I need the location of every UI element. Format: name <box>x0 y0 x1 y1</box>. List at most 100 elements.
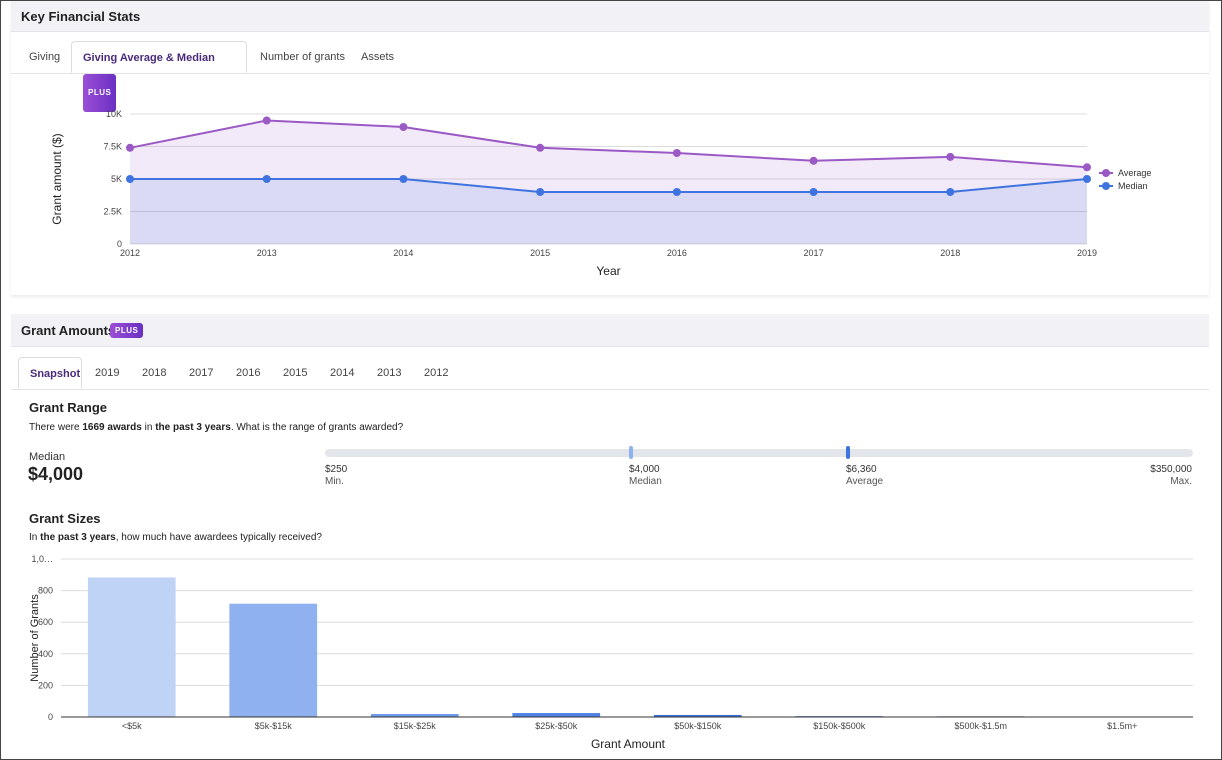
tab[interactable]: 2019 <box>95 367 120 379</box>
x-tick-label: $500k-$1.5m <box>954 721 1007 731</box>
point <box>399 123 408 131</box>
point <box>536 143 545 152</box>
y-axis-title: Number of Grants <box>29 594 41 682</box>
x-tick-label: 2013 <box>257 248 277 258</box>
tab[interactable]: Number of grants <box>260 51 345 63</box>
line <box>130 178 1088 193</box>
legend-swatch <box>1102 182 1110 190</box>
point <box>126 175 134 183</box>
heading: Grant Range <box>29 400 108 415</box>
y-tick-label: 1,0… <box>31 554 53 564</box>
x-tick-label: $5k-$15k <box>255 721 293 731</box>
point <box>536 188 545 196</box>
x-axis-title: Grant Amount <box>591 737 666 751</box>
sentence: In the past 3 years, how much have award… <box>29 532 322 543</box>
y-tick-label: 10K <box>106 109 122 119</box>
legend-label: Median <box>1118 181 1148 191</box>
text: 1669 awards <box>82 422 142 433</box>
tab-active[interactable]: Giving Average & Median PLUS <box>71 41 247 112</box>
x-tick-label: <$5k <box>122 721 142 731</box>
plus-badge: PLUS <box>83 74 117 112</box>
y-tick-label: 800 <box>38 586 53 596</box>
plus-badge: PLUS <box>110 323 144 338</box>
x-tick-label: 2015 <box>530 248 550 258</box>
range-stop: $350,000 Max. <box>1150 464 1192 488</box>
x-tick-label: $15k-$25k <box>394 721 437 731</box>
y-tick-label: 7.5K <box>103 142 122 152</box>
bar <box>229 603 318 717</box>
text: the past 3 years <box>40 532 116 543</box>
x-tick-label: 2017 <box>804 248 824 258</box>
tab[interactable]: 2016 <box>236 367 261 379</box>
tab[interactable]: 2014 <box>330 367 355 379</box>
section-title: Key Financial Stats <box>21 9 141 24</box>
y-tick-label: 5K <box>111 174 122 184</box>
average-marker <box>846 446 850 459</box>
median-marker <box>629 446 633 459</box>
bar <box>512 713 601 717</box>
y-tick-label: 200 <box>38 680 53 690</box>
point <box>126 143 134 152</box>
x-tick-label: 2012 <box>120 248 140 258</box>
section-header: Grant Amounts PLUS <box>11 314 1209 347</box>
y-tick-label: 0 <box>48 712 53 722</box>
point <box>262 116 271 125</box>
x-axis-title: Year <box>596 264 620 278</box>
text: There were <box>29 422 83 433</box>
text: In <box>29 532 41 543</box>
stop-label: Average <box>846 476 884 487</box>
point <box>809 188 818 196</box>
point <box>399 175 408 183</box>
bar <box>653 714 742 717</box>
legend-swatch <box>1102 169 1110 177</box>
range-stop: $250 Min. <box>325 464 347 488</box>
bar <box>87 577 176 717</box>
bar <box>370 713 459 717</box>
section-title: Grant Amounts <box>21 323 116 338</box>
point <box>672 188 681 196</box>
median-label: Median <box>29 451 66 463</box>
stop-label: Max. <box>1170 476 1192 487</box>
point <box>809 156 818 165</box>
y-tick-label: 0 <box>117 239 122 249</box>
tab-bar: Snapshot 2019 2018 2017 2016 2015 2014 2… <box>11 357 1209 390</box>
x-tick-label: $1.5m+ <box>1107 721 1137 731</box>
stop-label: Min. <box>325 476 344 487</box>
tab[interactable]: Assets <box>361 51 395 63</box>
bar-chart: 0 200 400 600 800 1,0… <$5k $5k-$15k $15k-$25k $2… <box>29 554 1193 751</box>
stop-value: $6,360 <box>846 464 877 475</box>
heading: Grant Sizes <box>29 511 101 526</box>
tab[interactable]: Giving <box>29 51 61 63</box>
text: in <box>141 422 156 433</box>
tab[interactable]: 2012 <box>424 367 449 379</box>
line <box>129 119 1088 169</box>
text: . What is the range of grants awarded? <box>230 422 404 433</box>
tab-active[interactable]: Snapshot <box>18 357 82 389</box>
x-tick-label: $150k-$500k <box>813 721 866 731</box>
legend-label: Average <box>1118 168 1151 178</box>
tab[interactable]: 2015 <box>283 367 308 379</box>
line-chart: 0 2.5K 5K 7.5K 10K 2012 2013 2014 2015 2016 2017 20… <box>50 109 1151 278</box>
tab[interactable]: 2017 <box>189 367 214 379</box>
y-tick-label: 2.5K <box>103 207 122 217</box>
range-track <box>325 449 1193 457</box>
tab[interactable]: 2018 <box>142 367 167 379</box>
point <box>1083 175 1091 183</box>
median-value: $4,000 <box>28 464 84 484</box>
text: the past 3 years <box>155 422 231 433</box>
x-tick-label: 2014 <box>393 248 413 258</box>
tab-bar: Giving Giving Average & Median PLUS Numb… <box>11 41 1209 112</box>
sentence: There were 1669 awards in the past 3 yea… <box>29 422 403 433</box>
stop-value: $4,000 <box>629 464 660 475</box>
range-stop: $4,000 Median <box>629 464 662 488</box>
area <box>130 120 1087 244</box>
y-tick-label: 600 <box>38 617 53 627</box>
y-tick-label: 400 <box>38 649 53 659</box>
tab-label: Giving Average & Median <box>83 52 215 64</box>
area <box>130 179 1087 244</box>
stop-value: $250 <box>325 464 348 475</box>
tab[interactable]: 2013 <box>377 367 402 379</box>
x-tick-label: $50k-$150k <box>674 721 722 731</box>
x-tick-label: 2016 <box>667 248 687 258</box>
